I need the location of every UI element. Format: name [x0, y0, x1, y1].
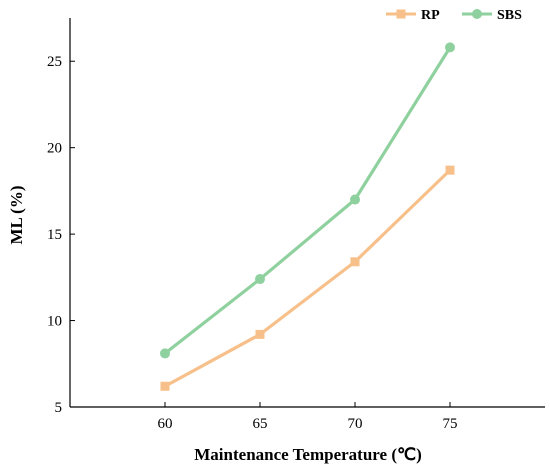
data-point-rp: [445, 165, 455, 175]
x-axis-title: Maintenance Temperature (℃): [194, 445, 421, 464]
y-axis-title: ML (%): [7, 185, 26, 244]
data-point-sbs: [160, 348, 170, 359]
x-tick-label: 75: [443, 416, 458, 432]
legend: RP SBS: [386, 8, 522, 23]
y-tick-label: 20: [47, 141, 62, 157]
y-tick-label: 5: [55, 400, 63, 416]
x-tick-label: 65: [253, 416, 268, 432]
y-tick-label: 15: [47, 227, 62, 243]
y-tick-label: 10: [47, 314, 62, 330]
legend-marker-sbs: [472, 9, 482, 19]
data-point-sbs: [350, 194, 360, 205]
legend-label-sbs: SBS: [497, 8, 522, 23]
series-line-rp: [163, 168, 452, 388]
ticks: 60 65 70 75 5 10 15 20 25: [47, 54, 458, 432]
data-point-sbs: [445, 42, 455, 53]
legend-marker-rp: [396, 9, 406, 19]
axes: [69, 18, 545, 408]
data-point-rp: [350, 257, 360, 267]
legend-label-rp: RP: [421, 8, 440, 23]
y-tick-label: 25: [47, 54, 62, 70]
x-tick-label: 70: [348, 416, 363, 432]
x-tick-label: 60: [158, 416, 173, 432]
data-point-rp: [160, 381, 170, 391]
data-point-rp: [255, 329, 265, 339]
series-group: [160, 42, 455, 391]
data-point-sbs: [255, 274, 265, 285]
series-line-sbs: [163, 45, 452, 356]
